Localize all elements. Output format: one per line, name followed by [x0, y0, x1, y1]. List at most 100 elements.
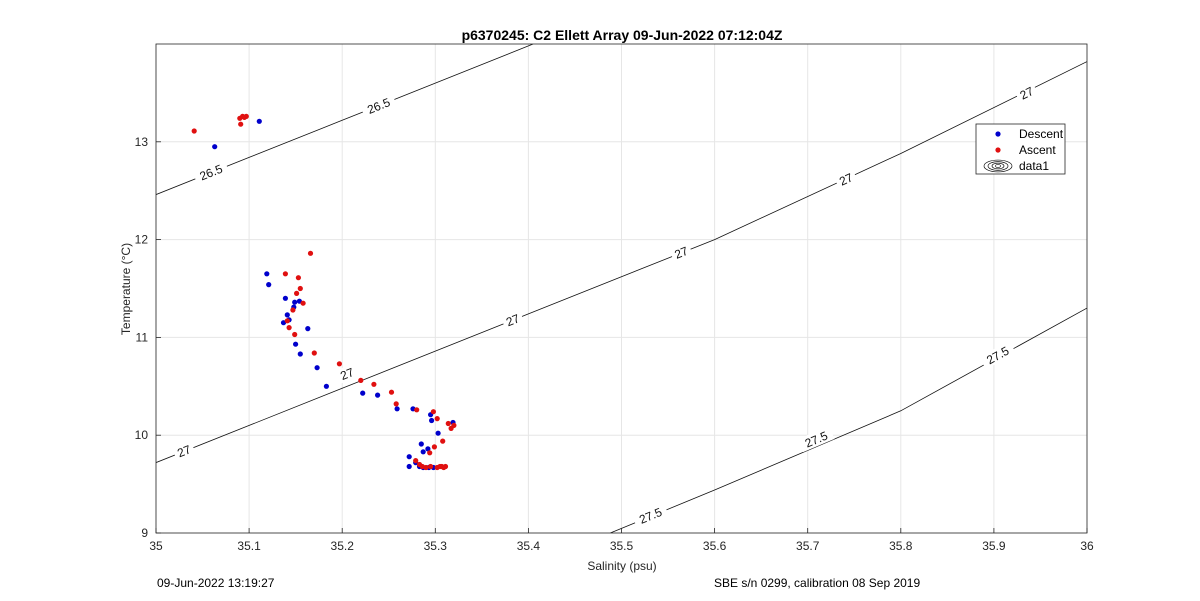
descent-point — [293, 341, 299, 347]
ascent-point — [358, 377, 364, 383]
descent-point — [418, 441, 424, 447]
ascent-point — [191, 128, 197, 134]
contour-label: 27 — [338, 365, 356, 383]
descent-point — [264, 271, 270, 277]
contour-label-background — [1014, 82, 1039, 104]
ascent-point — [451, 422, 457, 428]
y-tick-label: 13 — [135, 135, 149, 149]
ascent-point — [414, 407, 420, 413]
legend-box — [975, 123, 1066, 175]
descent-point — [406, 463, 412, 470]
x-axis-label: Salinity (psu) — [587, 559, 656, 573]
legend-contour-swatch-ring — [983, 159, 1013, 173]
contour-label: 27 — [504, 311, 522, 329]
descent-point — [305, 326, 311, 332]
contour-label: 27 — [837, 170, 855, 188]
legend-contour-swatch-ring — [995, 164, 1001, 168]
footer-calibration: SBE s/n 0299, calibration 08 Sep 2019 — [714, 576, 921, 590]
ascent-point — [434, 416, 440, 422]
contour-label-background — [360, 92, 397, 119]
y-tick-label: 11 — [136, 330, 149, 344]
legend-swatch-descent — [995, 131, 1001, 137]
x-tick-label: 35 — [149, 539, 163, 553]
ascent-point — [284, 318, 290, 324]
contour-label-group: 27 — [335, 363, 359, 384]
ascent-point — [388, 389, 395, 395]
x-tick-label: 35.5 — [610, 539, 634, 553]
contour-label-background — [192, 159, 230, 185]
ascent-point — [243, 113, 249, 119]
ascent-point — [290, 307, 296, 313]
ascent-point — [440, 438, 446, 444]
legend-swatch-ascent — [995, 147, 1001, 153]
ascent-point — [371, 381, 377, 387]
ascent-point — [423, 464, 429, 471]
ascent-point — [430, 409, 436, 415]
descent-point — [212, 144, 218, 150]
x-tick-label: 35.2 — [331, 539, 355, 553]
contour-label-group: 27 — [500, 309, 525, 331]
contour-label-background — [833, 168, 858, 190]
contour-label-background — [632, 502, 669, 529]
ascent-point — [427, 450, 433, 456]
descent-point — [256, 118, 262, 124]
legend-label-descent: Descent — [1019, 127, 1064, 141]
contour-label: 27 — [175, 442, 193, 460]
ascent-point — [336, 361, 342, 367]
descent-point — [314, 365, 320, 371]
contour-label-group: 27 — [172, 440, 196, 462]
x-tick-label: 35.3 — [424, 539, 448, 553]
ascent-point — [295, 275, 301, 281]
y-axis-label: Temperature (°C) — [119, 243, 133, 335]
descent-point — [406, 454, 412, 460]
contour-label: 27 — [1018, 84, 1036, 103]
footer-timestamp: 09-Jun-2022 13:19:27 — [157, 576, 275, 590]
descent-point — [282, 295, 288, 301]
x-tick-label: 36 — [1080, 539, 1094, 553]
descent-point — [375, 392, 381, 398]
legend-label-data1: data1 — [1019, 159, 1049, 173]
contour-label-background — [172, 440, 196, 462]
descent-point — [266, 282, 272, 288]
legend: Descent Ascent data1 — [975, 123, 1066, 175]
ascent-point — [238, 121, 244, 127]
ascent-point — [431, 444, 437, 450]
contour-label-background — [500, 309, 525, 331]
ascent-point — [307, 250, 314, 256]
ascent-point — [393, 401, 399, 407]
ascent-point — [300, 300, 306, 306]
descent-point — [292, 299, 298, 305]
x-tick-label: 35.9 — [982, 539, 1006, 553]
descent-point — [360, 390, 366, 396]
ascent-point — [311, 350, 317, 356]
descent-point — [429, 417, 435, 424]
ascent-point — [437, 463, 443, 470]
descent-point — [425, 446, 431, 452]
y-tick-label: 10 — [135, 428, 149, 442]
axis-ticks: 35 35.1 35.2 35.3 35.4 35.5 35.6 35.7 35.8 35.9 36… — [135, 135, 1094, 553]
ascent-point — [445, 420, 451, 427]
ascent-point — [282, 271, 288, 277]
descent-point — [435, 430, 441, 436]
ascent-point — [292, 331, 298, 338]
x-tick-label: 35.1 — [237, 539, 261, 553]
legend-contour-swatch-ring — [991, 162, 1005, 170]
y-tick-label: 12 — [135, 233, 149, 247]
contour-label-background — [979, 340, 1016, 370]
ascent-point — [286, 325, 292, 331]
contour-label-background — [669, 242, 693, 263]
contour-label-group: 27 — [833, 168, 858, 190]
contour-label-group: 27 — [1014, 82, 1039, 104]
ascent-point — [297, 285, 303, 292]
contour-label: 27 — [672, 244, 690, 262]
legend-label-ascent: Ascent — [1019, 143, 1056, 157]
descent-point — [297, 351, 303, 357]
y-tick-label: 9 — [141, 526, 148, 540]
chart-title: p6370245: C2 Ellett Array 09-Jun-2022 07… — [462, 27, 783, 43]
data-points — [191, 113, 457, 471]
ascent-point — [413, 458, 419, 464]
descent-point — [284, 312, 290, 318]
contour-label-background — [335, 363, 359, 384]
legend-contour-swatch-ring — [987, 161, 1009, 171]
